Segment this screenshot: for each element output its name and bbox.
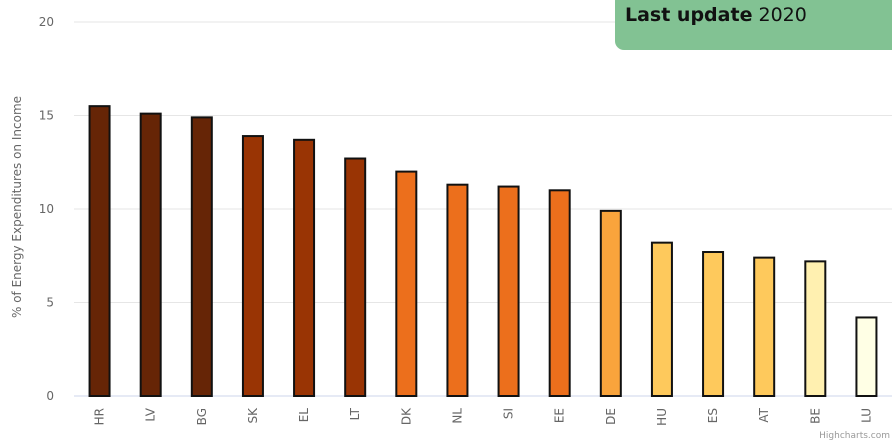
- x-tick-label: BE: [808, 408, 822, 424]
- y-tick-label: 10: [39, 202, 54, 216]
- x-tick-label: ES: [706, 408, 720, 423]
- x-tick-label: HU: [655, 408, 669, 426]
- y-tick-label: 15: [39, 109, 54, 123]
- bar-el[interactable]: [293, 138, 316, 397]
- last-update-value: 2020: [758, 4, 807, 26]
- bar-lt[interactable]: [344, 157, 367, 397]
- bars: [88, 105, 878, 398]
- bar-si[interactable]: [497, 185, 520, 397]
- bar-hu[interactable]: [650, 241, 673, 397]
- x-tick-label: NL: [450, 408, 464, 424]
- bar-lv[interactable]: [139, 112, 162, 397]
- bar-at[interactable]: [753, 256, 776, 397]
- x-tick-label: BG: [195, 408, 209, 425]
- y-tick-label: 5: [46, 296, 54, 310]
- x-tick-label: DK: [399, 407, 413, 425]
- x-tick-label: HR: [93, 408, 107, 425]
- bar-be[interactable]: [804, 260, 827, 397]
- last-update-text: Last update 2020: [625, 4, 807, 26]
- x-tick-label: LT: [348, 407, 362, 420]
- x-tick-label: LV: [144, 407, 158, 421]
- bar-nl[interactable]: [446, 183, 469, 397]
- x-tick-label: EE: [553, 408, 567, 423]
- x-tick-label: AT: [757, 407, 771, 422]
- bar-hr[interactable]: [88, 105, 111, 398]
- x-axis-ticks: HR LV BG SK EL LT DK NL SI EE DE HU ES AT BE LU: [93, 407, 874, 426]
- last-update-box: [615, 0, 892, 50]
- bar-ee[interactable]: [548, 189, 571, 397]
- y-tick-label: 20: [39, 15, 54, 29]
- bar-bg[interactable]: [190, 116, 213, 398]
- y-axis-ticks: 0 5 10 15 20: [39, 15, 54, 403]
- bar-dk[interactable]: [395, 170, 418, 397]
- x-tick-label: SI: [502, 408, 516, 419]
- bar-de[interactable]: [599, 209, 622, 397]
- credits-link[interactable]: Highcharts.com: [819, 431, 890, 441]
- y-tick-label: 0: [46, 389, 54, 403]
- x-tick-label: SK: [246, 407, 260, 424]
- x-tick-label: DE: [604, 408, 618, 425]
- x-tick-label: EL: [297, 408, 311, 423]
- y-axis-title: % of Energy Expenditures on Income: [10, 96, 24, 318]
- bar-lu[interactable]: [855, 316, 878, 397]
- bar-es[interactable]: [702, 251, 725, 397]
- x-tick-label: LU: [859, 408, 873, 423]
- last-update-label: Last update: [625, 4, 753, 26]
- bar-sk[interactable]: [241, 135, 264, 397]
